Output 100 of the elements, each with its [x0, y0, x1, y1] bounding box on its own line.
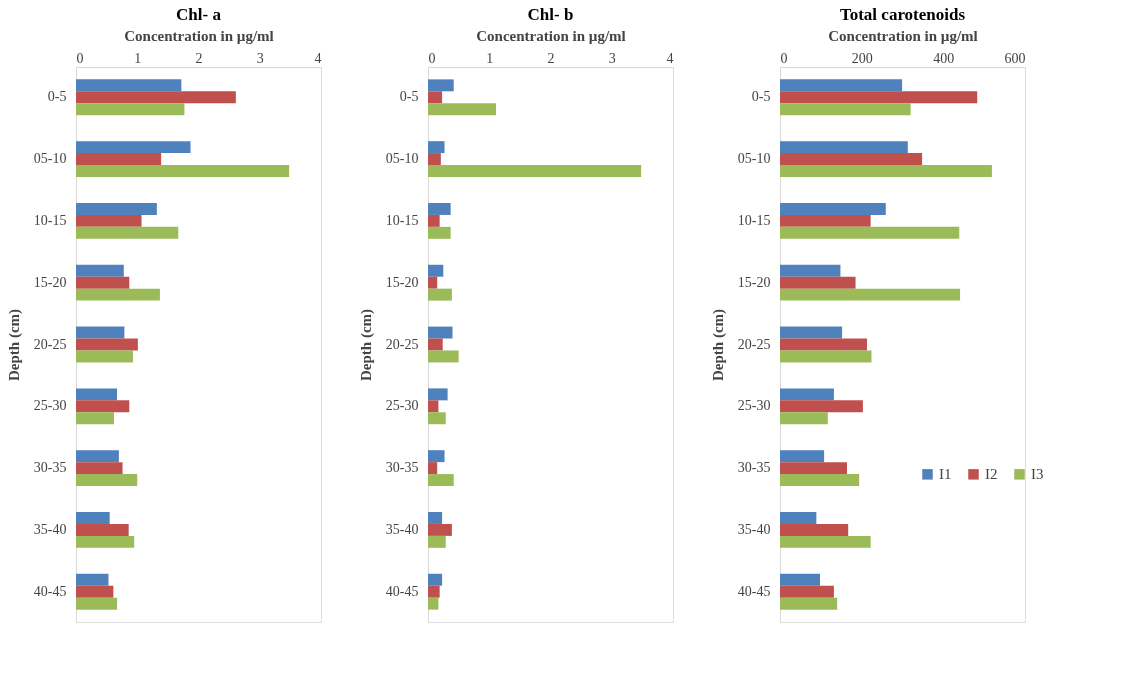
- bar: [428, 585, 440, 598]
- y-tick-label: 10-15: [385, 212, 419, 228]
- y-tick-label: 40-45: [385, 583, 419, 599]
- y-tick-label: 30-35: [385, 460, 419, 476]
- y-tick-label: 35-40: [737, 521, 771, 537]
- bar: [428, 535, 446, 548]
- bar: [428, 573, 443, 586]
- bar: [76, 573, 109, 586]
- bar: [76, 400, 130, 413]
- y-tick-label: 20-25: [385, 336, 419, 352]
- x-tick-label: 2: [195, 50, 203, 66]
- x-tick-label: 4: [666, 50, 674, 66]
- y-tick-label: 30-35: [33, 460, 67, 476]
- y-tick-label: 40-45: [737, 583, 771, 599]
- x-tick-label: 0: [76, 50, 84, 66]
- bar: [428, 450, 445, 463]
- bar: [428, 338, 443, 351]
- bar: [76, 511, 110, 524]
- x-tick-label: 4: [314, 50, 322, 66]
- bar: [428, 288, 452, 301]
- bar: [76, 462, 123, 475]
- bar: [76, 535, 135, 548]
- x-axis-title: Concentration in µg/ml: [828, 27, 978, 44]
- y-tick-label: 20-25: [33, 336, 67, 352]
- bar: [76, 523, 129, 536]
- x-tick-label: 1: [134, 50, 142, 66]
- x-tick-label: 2: [547, 50, 555, 66]
- x-axis-title: Concentration in µg/ml: [476, 27, 626, 44]
- bar: [76, 326, 125, 339]
- bar: [428, 165, 642, 178]
- bar: [428, 226, 451, 239]
- bar: [428, 79, 454, 92]
- bar: [428, 462, 438, 475]
- bar: [428, 400, 439, 413]
- bar: [76, 388, 118, 401]
- x-tick-label: 0: [428, 50, 436, 66]
- bar: [428, 153, 441, 166]
- x-tick-label: 200: [851, 50, 873, 66]
- bar: [76, 338, 138, 351]
- y-axis-title: Depth (cm): [709, 308, 727, 382]
- y-tick-label: 05-10: [737, 151, 771, 167]
- x-tick-label: 400: [933, 50, 955, 66]
- bar: [76, 202, 157, 215]
- x-tick-label: 1: [486, 50, 494, 66]
- bar: [428, 511, 443, 524]
- bar: [428, 202, 451, 215]
- y-tick-label: 10-15: [737, 212, 771, 228]
- x-tick-label: 600: [1004, 50, 1026, 66]
- chart-title: Chl- b: [527, 5, 574, 24]
- x-tick-label: 3: [608, 50, 616, 66]
- y-tick-label: 0-5: [399, 89, 419, 105]
- bar: [76, 141, 191, 154]
- bar: [76, 350, 133, 363]
- bar: [428, 214, 440, 227]
- legend-label: I1: [939, 466, 952, 483]
- bar: [428, 141, 445, 154]
- legend-label: I3: [1031, 466, 1044, 483]
- y-tick-label: 10-15: [33, 212, 67, 228]
- bar: [428, 388, 448, 401]
- bar: [76, 585, 114, 598]
- y-tick-label: 15-20: [33, 274, 67, 290]
- y-tick-label: 25-30: [33, 398, 67, 414]
- chart-title: Chl- a: [176, 5, 222, 24]
- y-tick-label: 35-40: [33, 521, 67, 537]
- bar: [76, 226, 179, 239]
- bar: [76, 103, 185, 116]
- y-axis-title: Depth (cm): [5, 308, 23, 382]
- bar: [428, 264, 444, 277]
- legend-label: I2: [985, 466, 998, 483]
- y-tick-label: 15-20: [385, 274, 419, 290]
- y-tick-label: 15-20: [737, 274, 771, 290]
- bar: [76, 214, 142, 227]
- bar: [76, 288, 160, 301]
- y-tick-label: 40-45: [33, 583, 67, 599]
- bar: [76, 91, 236, 104]
- bar: [76, 450, 119, 463]
- bar: [428, 412, 446, 425]
- bar: [76, 276, 130, 289]
- y-tick-label: 0-5: [47, 89, 67, 105]
- chart-title: Total carotenoids: [839, 5, 966, 24]
- y-tick-label: 05-10: [385, 151, 419, 167]
- bar: [76, 165, 290, 178]
- y-tick-label: 0-5: [751, 89, 771, 105]
- y-axis-title: Depth (cm): [357, 308, 375, 382]
- bar: [76, 153, 162, 166]
- y-tick-label: 25-30: [737, 398, 771, 414]
- bar: [428, 91, 443, 104]
- bar: [428, 523, 452, 536]
- y-tick-label: 20-25: [737, 336, 771, 352]
- bar: [428, 474, 454, 487]
- bar: [428, 350, 459, 363]
- x-axis-title: Concentration in µg/ml: [124, 27, 274, 44]
- bar: [76, 79, 182, 92]
- bar: [76, 474, 138, 487]
- bar: [428, 103, 496, 116]
- bar: [428, 276, 438, 289]
- bar: [76, 412, 114, 425]
- y-tick-label: 05-10: [33, 151, 67, 167]
- y-tick-label: 35-40: [385, 521, 419, 537]
- y-tick-label: 30-35: [737, 460, 771, 476]
